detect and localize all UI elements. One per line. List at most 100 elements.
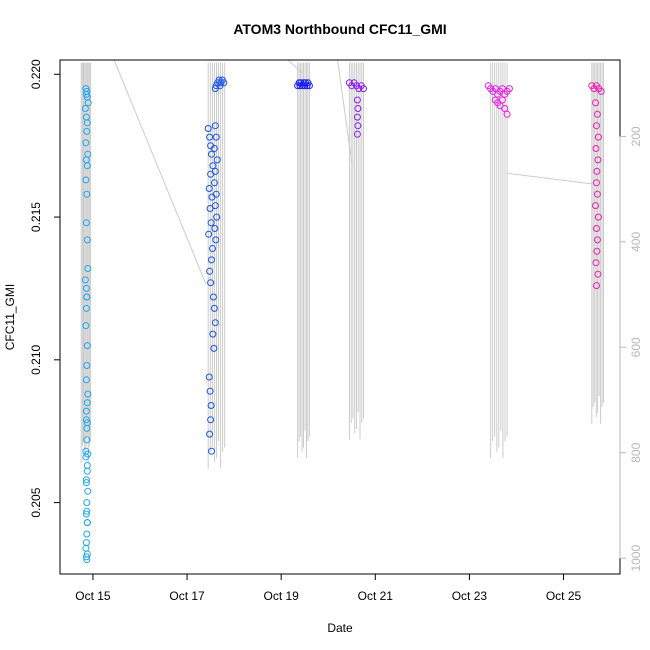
data-point (209, 293, 217, 301)
data-point (83, 424, 91, 432)
data-point (592, 99, 599, 107)
data-point (83, 519, 91, 527)
data-point (594, 213, 602, 221)
data-point (353, 96, 361, 104)
transit-line (113, 59, 207, 285)
data-point (83, 190, 91, 198)
data-point (206, 205, 214, 212)
data-point (83, 530, 91, 538)
data-point (593, 179, 600, 187)
data-point (82, 176, 90, 184)
data-point (207, 402, 215, 409)
data-point (83, 127, 91, 135)
data-point (83, 399, 91, 407)
data-point (83, 236, 91, 244)
data-point (210, 304, 218, 312)
data-point (210, 145, 218, 152)
data-point (83, 119, 91, 127)
y2-tick-label: 600 (629, 337, 643, 357)
data-point (210, 179, 218, 187)
data-point (83, 293, 91, 301)
data-point (208, 256, 215, 264)
y2-tick-label: 800 (629, 442, 643, 462)
data-point (205, 185, 213, 192)
data-point (82, 284, 90, 292)
x-tick-label: Oct 19 (263, 589, 299, 603)
data-point (303, 82, 311, 90)
data-point (82, 539, 90, 547)
data-point (213, 156, 221, 164)
data-point (82, 376, 90, 384)
data-point (83, 436, 91, 444)
data-point (593, 247, 601, 255)
y-axis: 0.205 0.210 0.215 0.220 (29, 59, 61, 518)
x-tick-label: Oct 17 (169, 589, 205, 603)
data-point (81, 105, 89, 112)
data-point (82, 322, 90, 330)
data-point (83, 342, 91, 350)
data-point (205, 230, 213, 238)
data-point (82, 553, 90, 561)
data-point (208, 447, 215, 455)
y-axis-label: CFC11_GMI (3, 284, 17, 350)
data-point (209, 330, 217, 338)
data-point (212, 236, 220, 244)
data-point (211, 122, 219, 130)
data-point (206, 133, 214, 141)
data-point (211, 167, 219, 175)
data-point (593, 225, 600, 232)
data-point (83, 362, 91, 369)
data-point (82, 476, 90, 484)
data-point (503, 110, 511, 118)
data-point (360, 85, 367, 93)
data-point (206, 387, 214, 395)
data-point (206, 267, 214, 275)
data-point (593, 236, 601, 244)
data-point (83, 467, 91, 475)
data-point (593, 110, 601, 118)
data-point (83, 499, 91, 507)
data-point (501, 105, 509, 112)
y-tick-label: 0.210 (29, 344, 43, 374)
y-tick-label: 0.215 (29, 202, 43, 232)
data-point (82, 416, 90, 424)
x-axis: Oct 15 Oct 17 Oct 19 Oct 21 Oct 23 Oct 25 (75, 573, 582, 603)
data-point (211, 319, 219, 327)
data-point (212, 190, 220, 198)
data-point (82, 447, 90, 455)
x-axis-label: Date (327, 621, 353, 635)
chart-title: ATOM3 Northbound CFC11_GMI (233, 21, 446, 37)
data-point (211, 202, 219, 210)
data-point (82, 544, 90, 552)
y2-tick-label: 200 (629, 126, 643, 146)
data-point (213, 213, 221, 221)
data-point (207, 279, 215, 287)
data-point (84, 487, 92, 495)
x-tick-label: Oct 25 (546, 589, 582, 603)
data-point (206, 430, 214, 438)
data-point (354, 105, 362, 112)
data-point (505, 85, 513, 93)
y-tick-label: 0.205 (29, 487, 43, 517)
data-point (498, 96, 506, 104)
data-point (83, 462, 91, 469)
data-point (593, 190, 601, 198)
x-tick-label: Oct 21 (358, 589, 394, 603)
data-point (83, 507, 91, 515)
data-point (207, 416, 215, 424)
pressure-trace-layer (80, 59, 604, 469)
data-point (83, 162, 91, 170)
data-point (84, 99, 92, 107)
data-point (204, 125, 212, 132)
data-point (82, 510, 90, 518)
data-point (593, 122, 600, 130)
data-point (82, 139, 90, 147)
data-point (208, 150, 215, 158)
data-point (211, 225, 219, 232)
plot-frame (59, 59, 621, 575)
data-point (594, 133, 602, 141)
data-point (212, 133, 220, 141)
data-point (83, 556, 91, 564)
transit-line (337, 59, 353, 163)
